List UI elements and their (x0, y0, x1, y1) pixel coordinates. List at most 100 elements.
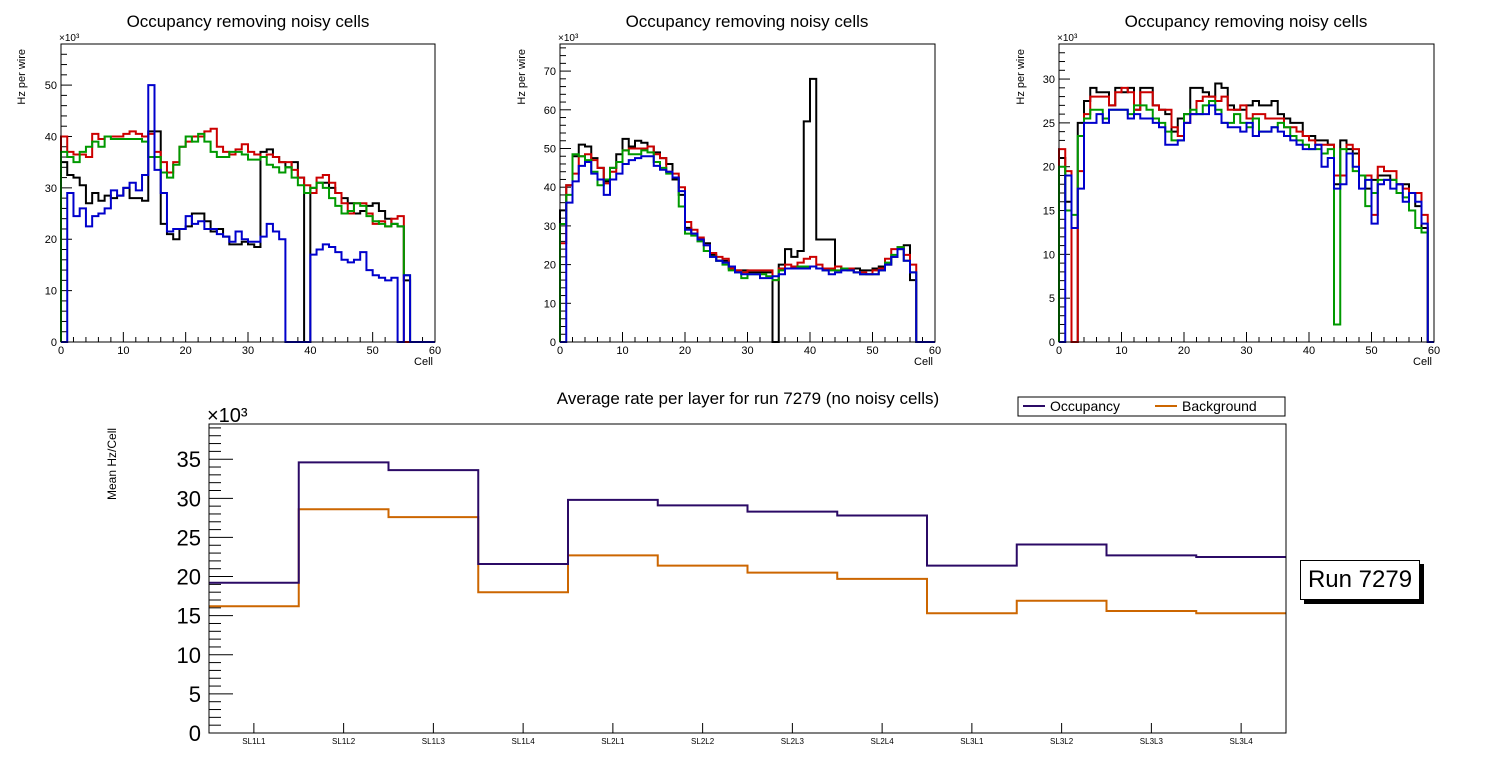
x-tick-label: 10 (1115, 345, 1127, 357)
y-tick-label: 0 (1049, 337, 1055, 349)
y-tick-label: 25 (177, 525, 201, 550)
y-tick-label: 20 (177, 565, 201, 590)
x-tick-label: 0 (58, 345, 64, 357)
x-tick-label: 60 (929, 345, 941, 357)
series-black (559, 77, 935, 343)
x-tick-label: 40 (1303, 345, 1315, 357)
y-tick-label: 15 (177, 604, 201, 629)
x-tick-label: 50 (367, 345, 379, 357)
x-tick-label: 60 (1428, 345, 1440, 357)
series-black (60, 130, 435, 343)
x-tick-label: SL3L1 (960, 737, 984, 746)
y-tick-label: 10 (544, 298, 556, 310)
y-tick-label: 15 (1043, 206, 1055, 218)
y-tick-label: 40 (45, 131, 57, 143)
x-tick-label: SL2L3 (781, 737, 805, 746)
x-tick-label: 30 (741, 345, 753, 357)
y-tick-label: 0 (550, 337, 556, 349)
x-tick-label: 0 (1056, 345, 1062, 357)
x-tick-label: 10 (117, 345, 129, 357)
x-tick-label: SL1L1 (242, 737, 266, 746)
legend-box (1017, 396, 1286, 417)
y-tick-label: 20 (1043, 162, 1055, 174)
y-tick-label: 20 (45, 234, 57, 246)
legend: Occupancy Background (1017, 396, 1286, 417)
x-tick-label: SL2L1 (601, 737, 625, 746)
y-multiplier: ×10³ (59, 33, 80, 44)
y-multiplier: ×10³ (558, 33, 579, 44)
x-tick-label: 40 (304, 345, 316, 357)
layer-rate-chart: Average rate per layer for run 7279 (no … (105, 389, 1287, 746)
y-multiplier: ×10³ (1057, 33, 1078, 44)
x-tick-label: SL1L2 (332, 737, 356, 746)
plot-frame (60, 43, 436, 343)
y-tick-label: 30 (177, 486, 201, 511)
histogram-panel-2: Occupancy removing noisy cells Hz per wir… (516, 12, 941, 368)
chart-title: Average rate per layer for run 7279 (no … (557, 389, 939, 408)
x-tick-label: 50 (866, 345, 878, 357)
y-tick-label: 10 (177, 643, 201, 668)
x-tick-label: SL1L4 (512, 737, 536, 746)
run-label-box: Run 7279 (1300, 560, 1420, 600)
legend-label-background: Background (1182, 398, 1257, 414)
x-tick-label: SL2L4 (871, 737, 895, 746)
y-tick-label: 30 (1043, 74, 1055, 86)
plot-frame (559, 43, 936, 343)
y-axis-label: Hz per wire (516, 49, 528, 105)
y-tick-label: 40 (544, 182, 556, 194)
histogram-panel-1: Occupancy removing noisy cells Hz per wir… (16, 12, 441, 368)
x-tick-label: 10 (616, 345, 628, 357)
plot-frame (1058, 43, 1435, 343)
x-axis-label: Cell (414, 356, 433, 368)
histogram-panel-3: Occupancy removing noisy cells Hz per wir… (1015, 12, 1440, 368)
y-axis-label: Hz per wire (16, 49, 28, 105)
run-label: Run 7279 (1307, 566, 1413, 593)
x-tick-label: SL1L3 (422, 737, 446, 746)
series-red (60, 127, 435, 343)
y-tick-label: 0 (189, 721, 201, 746)
legend-label-occupancy: Occupancy (1050, 398, 1120, 414)
y-tick-label: 10 (1043, 249, 1055, 261)
y-multiplier: ×10³ (207, 405, 248, 427)
panel-title: Occupancy removing noisy cells (127, 12, 370, 31)
y-axis-label: Mean Hz/Cell (105, 428, 119, 500)
y-tick-label: 25 (1043, 118, 1055, 130)
y-tick-label: 50 (45, 80, 57, 92)
plot-frame (208, 423, 1287, 734)
y-axis-label: Hz per wire (1015, 49, 1027, 105)
x-tick-label: 20 (1178, 345, 1190, 357)
y-tick-label: 70 (544, 66, 556, 78)
y-tick-label: 20 (544, 260, 556, 272)
x-tick-label: 20 (679, 345, 691, 357)
y-tick-label: 30 (45, 183, 57, 195)
series-green (60, 132, 435, 343)
x-tick-label: SL3L2 (1050, 737, 1074, 746)
y-tick-label: 60 (544, 105, 556, 117)
x-tick-label: SL2L2 (691, 737, 715, 746)
y-tick-label: 10 (45, 286, 57, 298)
x-tick-label: 30 (242, 345, 254, 357)
series-background (209, 508, 1286, 615)
series-blue (61, 84, 435, 343)
series-occupancy (209, 461, 1286, 584)
y-tick-label: 5 (1049, 293, 1055, 305)
x-tick-label: 20 (180, 345, 192, 357)
x-tick-label: 30 (1240, 345, 1252, 357)
x-axis-label: Cell (914, 356, 933, 368)
y-tick-label: 50 (544, 143, 556, 155)
x-tick-label: 40 (804, 345, 816, 357)
x-axis-label: Cell (1413, 356, 1432, 368)
y-tick-label: 0 (51, 337, 57, 349)
y-tick-label: 30 (544, 221, 556, 233)
x-tick-label: 50 (1365, 345, 1377, 357)
x-tick-label: 0 (557, 345, 563, 357)
panel-title: Occupancy removing noisy cells (1125, 12, 1368, 31)
series-blue (1059, 104, 1434, 343)
x-tick-label: 60 (429, 345, 441, 357)
panel-title: Occupancy removing noisy cells (626, 12, 869, 31)
series-blue (560, 155, 935, 343)
x-tick-label: SL3L4 (1230, 737, 1254, 746)
y-tick-label: 35 (177, 447, 201, 472)
x-tick-label: SL3L3 (1140, 737, 1164, 746)
